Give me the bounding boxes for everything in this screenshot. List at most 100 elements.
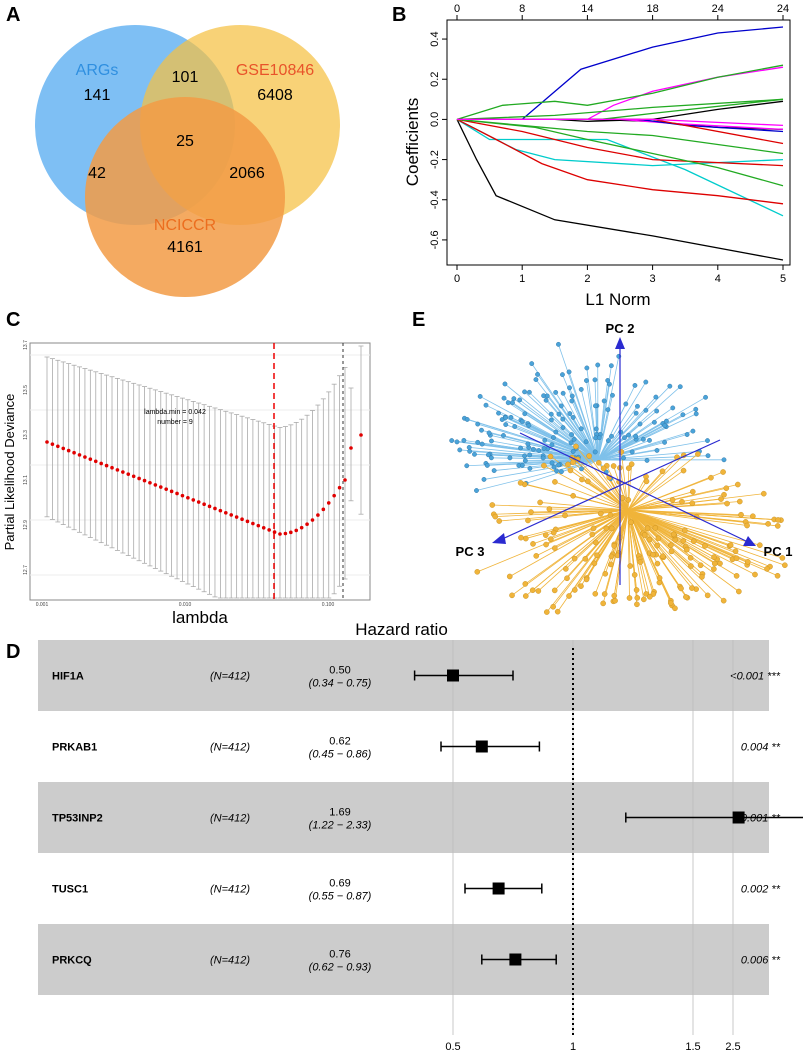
forest-n-label: (N=412) — [210, 813, 250, 825]
pca-point — [489, 455, 494, 461]
pca-point — [717, 560, 723, 567]
pca-point — [689, 585, 695, 591]
pca-ray — [527, 509, 629, 521]
cv-point — [224, 510, 228, 515]
pc2-label: PC 2 — [606, 321, 635, 336]
cv-point — [88, 457, 93, 461]
venn-count-gse-nciccr: 2066 — [229, 165, 265, 182]
pca-point — [549, 460, 555, 466]
pca-point — [556, 341, 561, 347]
pca-point — [542, 532, 549, 538]
pca-ray — [597, 381, 647, 461]
pca-point — [567, 467, 574, 474]
pca-point — [680, 538, 687, 544]
pca-point — [596, 435, 602, 441]
pca-point — [501, 433, 506, 438]
pca-point — [551, 587, 558, 594]
pca-point — [584, 378, 589, 383]
pca-ray — [554, 481, 629, 511]
pca-ray — [555, 392, 599, 461]
pca-point — [564, 575, 570, 582]
cv-point — [299, 525, 304, 530]
pca-point — [612, 597, 618, 604]
cv-point — [213, 506, 217, 511]
pca-point — [573, 443, 579, 450]
pca-ray — [627, 471, 663, 511]
pca-point — [570, 459, 576, 466]
pca-ray — [535, 379, 599, 461]
pca-point — [721, 491, 727, 498]
lasso-ytick-label: -0.6 — [429, 230, 441, 249]
pca-ray — [581, 459, 599, 470]
pca-point — [492, 513, 499, 520]
lasso-top-tick-label: 14 — [581, 3, 593, 15]
lasso-plot-frame — [446, 19, 791, 266]
pca-point — [705, 453, 711, 459]
pca-ray — [543, 465, 629, 511]
pca-point — [585, 478, 591, 485]
pca-point — [528, 509, 534, 515]
pca-point — [474, 569, 481, 575]
pca-point — [489, 438, 494, 444]
pca-point — [632, 383, 638, 388]
pca-ray — [627, 509, 748, 526]
venn-label-nciccr: NCICCR — [154, 217, 216, 234]
cv-point — [294, 528, 299, 533]
venn-count-nciccr-only: 4161 — [167, 239, 203, 256]
cv-point — [175, 491, 179, 496]
cv-point — [99, 461, 103, 466]
pca-point — [484, 463, 490, 468]
pca-point — [560, 372, 565, 378]
cv-point — [126, 472, 131, 476]
pca-point — [602, 570, 609, 577]
pca-point — [643, 407, 649, 413]
pca-point — [541, 462, 547, 469]
pca-point — [522, 458, 528, 464]
pca-ray — [627, 509, 748, 563]
pca-ray — [540, 502, 629, 511]
cv-point — [115, 468, 120, 472]
pca-point — [491, 468, 497, 473]
lasso-coef-path — [456, 118, 784, 205]
cv-point — [321, 507, 326, 512]
pca-point — [610, 463, 617, 469]
forest-n-label: (N=412) — [210, 742, 250, 754]
lasso-xlabel: L1 Norm — [585, 290, 650, 309]
pca-point — [595, 362, 601, 368]
pca-point — [567, 411, 573, 416]
cv-point — [153, 483, 158, 487]
pca-point — [535, 371, 540, 377]
pca-point — [611, 592, 618, 599]
cv-point — [72, 450, 76, 455]
pca-point — [552, 545, 558, 551]
cv-point — [251, 521, 255, 526]
cv-ytick-label: 12.9 — [23, 520, 29, 530]
pca-point — [650, 551, 656, 558]
forest-hr-value: 0.62 — [329, 736, 350, 748]
pca-point — [633, 587, 640, 593]
pca-point — [472, 451, 477, 457]
pca-point — [525, 517, 531, 524]
lasso-xtick-label: 4 — [715, 273, 721, 285]
pca-point — [501, 395, 507, 401]
pca-point — [550, 603, 556, 610]
pc2-arrow — [615, 337, 625, 349]
pca-ray — [627, 453, 699, 511]
pca-point — [461, 437, 467, 443]
pca-point — [519, 462, 525, 468]
pca-point — [543, 609, 550, 615]
lasso-top-tick-label: 24 — [777, 3, 789, 15]
forest-estimate-marker — [509, 953, 522, 966]
pca-point — [744, 559, 751, 565]
pca-point — [464, 417, 470, 422]
cv-point — [310, 518, 315, 522]
cv-point — [202, 502, 206, 506]
pca-point — [496, 410, 501, 416]
panel-label-e: E — [412, 309, 426, 331]
pca-point — [519, 419, 525, 424]
pca-point — [578, 426, 584, 432]
cv-xtick-label: 0.001 — [36, 602, 49, 608]
forest-estimate-marker — [475, 740, 488, 753]
forest-n-label: (N=412) — [210, 671, 250, 683]
pca-ray — [627, 509, 693, 589]
